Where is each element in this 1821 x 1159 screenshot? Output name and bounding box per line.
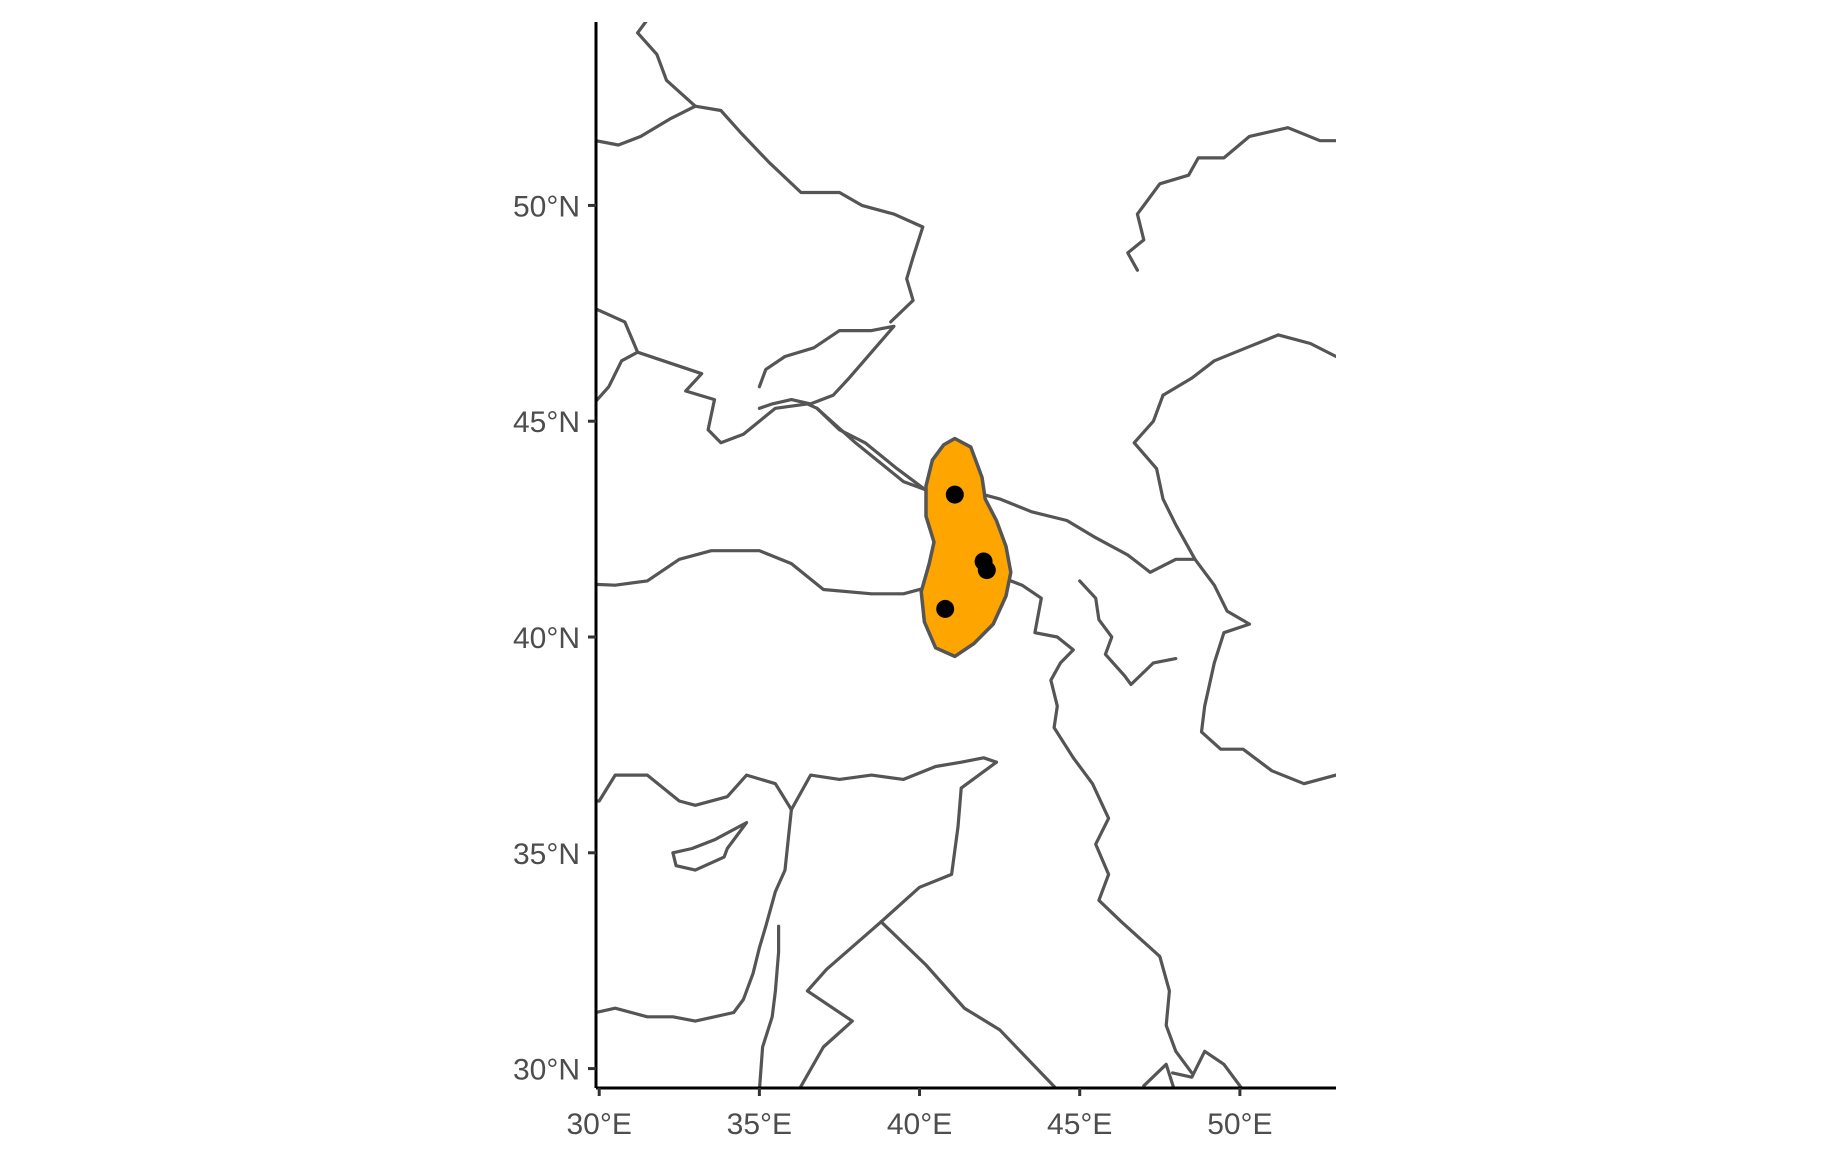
levant-coast xyxy=(732,808,793,1015)
iran-iraq-border xyxy=(1071,756,1194,1075)
y-ticks: 30°N 35°N 40°N 45°N 50°N xyxy=(513,190,596,1087)
syria-iraq-border xyxy=(879,760,998,924)
y-tick-label: 40°N xyxy=(513,622,580,655)
sinai-coast xyxy=(596,1006,736,1023)
range-layer xyxy=(919,436,1013,659)
y-tick-label: 30°N xyxy=(513,1054,580,1087)
x-tick-label: 35°E xyxy=(727,1108,792,1141)
russia-kazakhstan-border xyxy=(1126,126,1336,272)
axes: 30°E 35°E 40°E 45°E 50°E 30°N 35°N 40°N 45°N 50°… xyxy=(513,22,1336,1141)
armenia-azerbaijan-border xyxy=(1078,579,1178,687)
occurrence-point xyxy=(945,485,964,504)
persian-gulf-coast xyxy=(1171,1049,1244,1088)
caspian-west-coast xyxy=(1132,393,1336,786)
occurrence-points xyxy=(936,485,996,618)
x-tick-label: 30°E xyxy=(567,1108,632,1141)
azov-coast xyxy=(757,324,896,410)
species-range-polygon xyxy=(919,436,1013,659)
caspian-north-coast xyxy=(1161,333,1336,397)
jordan-saudi-border xyxy=(798,920,883,1088)
x-tick-label: 40°E xyxy=(887,1108,952,1141)
x-tick-label: 50°E xyxy=(1207,1108,1272,1141)
ukraine-russia-border xyxy=(693,104,925,324)
y-tick-label: 45°N xyxy=(513,406,580,439)
y-tick-label: 35°N xyxy=(513,838,580,871)
turkey-syria-border xyxy=(789,756,998,812)
occurrence-point xyxy=(977,561,996,580)
caucasus-ridge xyxy=(815,406,1197,574)
kuwait-border xyxy=(1142,1062,1176,1088)
turkey-south-coast xyxy=(596,773,793,812)
y-tick-label: 50°N xyxy=(513,190,580,223)
georgia-turkey-armenia-border xyxy=(966,570,1075,760)
israel-jordan-border xyxy=(757,924,781,1088)
belarus-ukraine-border xyxy=(596,22,697,147)
occurrence-point xyxy=(936,599,955,618)
iraq-saudi-border xyxy=(879,920,1058,1088)
ukraine-north xyxy=(596,307,640,354)
x-tick-label: 45°E xyxy=(1047,1108,1112,1141)
basemap-borders xyxy=(596,22,1336,1088)
cyprus-coast xyxy=(671,821,749,872)
black-sea-coast xyxy=(596,350,976,596)
x-ticks: 30°E 35°E 40°E 45°E 50°E xyxy=(567,1088,1273,1141)
